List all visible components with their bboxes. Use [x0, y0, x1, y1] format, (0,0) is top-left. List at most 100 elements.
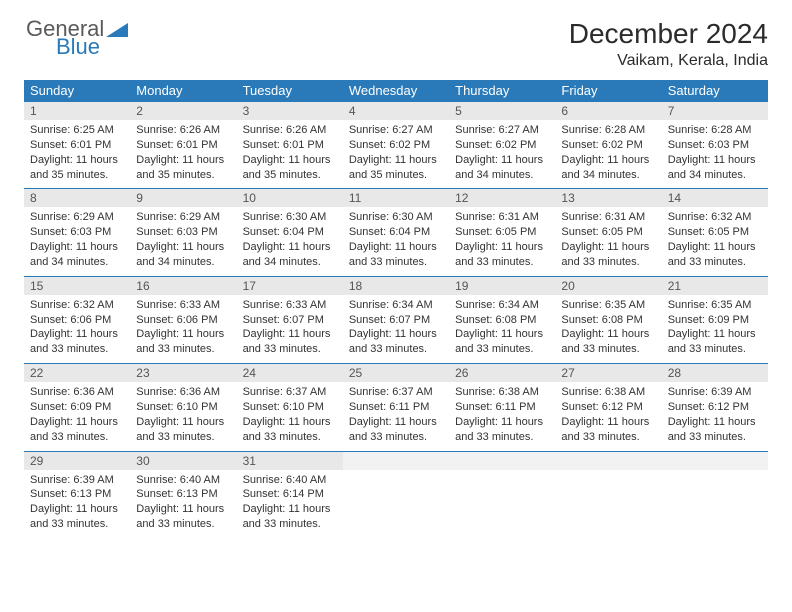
sunrise-text: Sunrise: 6:32 AM — [30, 298, 124, 313]
daylight-line2: and 33 minutes. — [349, 255, 443, 270]
day-number: 7 — [662, 102, 768, 120]
day-details: Sunrise: 6:34 AMSunset: 6:08 PMDaylight:… — [449, 295, 555, 363]
daylight-line2: and 33 minutes. — [349, 342, 443, 357]
day-cell: 18Sunrise: 6:34 AMSunset: 6:07 PMDayligh… — [343, 276, 449, 363]
day-cell: 27Sunrise: 6:38 AMSunset: 6:12 PMDayligh… — [555, 364, 661, 451]
daylight-line1: Daylight: 11 hours — [455, 415, 549, 430]
sunset-text: Sunset: 6:09 PM — [668, 313, 762, 328]
day-number: 18 — [343, 277, 449, 295]
daylight-line2: and 33 minutes. — [30, 517, 124, 532]
sunset-text: Sunset: 6:08 PM — [561, 313, 655, 328]
day-number: 31 — [237, 452, 343, 470]
day-cell — [555, 451, 661, 538]
day-details: Sunrise: 6:38 AMSunset: 6:11 PMDaylight:… — [449, 382, 555, 450]
daylight-line1: Daylight: 11 hours — [668, 240, 762, 255]
day-details: Sunrise: 6:28 AMSunset: 6:02 PMDaylight:… — [555, 120, 661, 188]
daylight-line1: Daylight: 11 hours — [136, 240, 230, 255]
logo: General Blue — [24, 18, 132, 58]
sunset-text: Sunset: 6:02 PM — [455, 138, 549, 153]
day-cell: 15Sunrise: 6:32 AMSunset: 6:06 PMDayligh… — [24, 276, 130, 363]
sunrise-text: Sunrise: 6:36 AM — [136, 385, 230, 400]
sunset-text: Sunset: 6:08 PM — [455, 313, 549, 328]
daylight-line1: Daylight: 11 hours — [561, 240, 655, 255]
sunset-text: Sunset: 6:10 PM — [243, 400, 337, 415]
sunset-text: Sunset: 6:12 PM — [561, 400, 655, 415]
header: General Blue December 2024 Vaikam, Keral… — [24, 18, 768, 70]
location: Vaikam, Kerala, India — [569, 52, 768, 70]
daylight-line2: and 33 minutes. — [136, 342, 230, 357]
day-header: Friday — [555, 80, 661, 102]
daylight-line1: Daylight: 11 hours — [243, 502, 337, 517]
sunset-text: Sunset: 6:07 PM — [243, 313, 337, 328]
day-number: 22 — [24, 364, 130, 382]
day-number: 2 — [130, 102, 236, 120]
day-number: 28 — [662, 364, 768, 382]
daylight-line2: and 33 minutes. — [668, 342, 762, 357]
day-cell: 1Sunrise: 6:25 AMSunset: 6:01 PMDaylight… — [24, 102, 130, 189]
day-details: Sunrise: 6:25 AMSunset: 6:01 PMDaylight:… — [24, 120, 130, 188]
daylight-line2: and 34 minutes. — [136, 255, 230, 270]
day-cell: 6Sunrise: 6:28 AMSunset: 6:02 PMDaylight… — [555, 102, 661, 189]
sunrise-text: Sunrise: 6:36 AM — [30, 385, 124, 400]
daylight-line1: Daylight: 11 hours — [136, 415, 230, 430]
day-cell: 13Sunrise: 6:31 AMSunset: 6:05 PMDayligh… — [555, 189, 661, 276]
sunset-text: Sunset: 6:13 PM — [30, 487, 124, 502]
daylight-line1: Daylight: 11 hours — [136, 327, 230, 342]
daylight-line2: and 33 minutes. — [455, 430, 549, 445]
sunrise-text: Sunrise: 6:31 AM — [455, 210, 549, 225]
day-header: Monday — [130, 80, 236, 102]
sunset-text: Sunset: 6:04 PM — [349, 225, 443, 240]
day-cell: 2Sunrise: 6:26 AMSunset: 6:01 PMDaylight… — [130, 102, 236, 189]
day-cell: 7Sunrise: 6:28 AMSunset: 6:03 PMDaylight… — [662, 102, 768, 189]
sunset-text: Sunset: 6:03 PM — [136, 225, 230, 240]
sunrise-text: Sunrise: 6:28 AM — [561, 123, 655, 138]
sunset-text: Sunset: 6:02 PM — [561, 138, 655, 153]
sunrise-text: Sunrise: 6:27 AM — [349, 123, 443, 138]
daylight-line2: and 33 minutes. — [349, 430, 443, 445]
daylight-line1: Daylight: 11 hours — [243, 153, 337, 168]
day-details: Sunrise: 6:31 AMSunset: 6:05 PMDaylight:… — [555, 207, 661, 275]
day-cell: 24Sunrise: 6:37 AMSunset: 6:10 PMDayligh… — [237, 364, 343, 451]
day-details: Sunrise: 6:31 AMSunset: 6:05 PMDaylight:… — [449, 207, 555, 275]
day-details: Sunrise: 6:33 AMSunset: 6:06 PMDaylight:… — [130, 295, 236, 363]
daylight-line1: Daylight: 11 hours — [136, 502, 230, 517]
sunset-text: Sunset: 6:07 PM — [349, 313, 443, 328]
day-header-row: SundayMondayTuesdayWednesdayThursdayFrid… — [24, 80, 768, 102]
sunrise-text: Sunrise: 6:27 AM — [455, 123, 549, 138]
day-details: Sunrise: 6:33 AMSunset: 6:07 PMDaylight:… — [237, 295, 343, 363]
sunset-text: Sunset: 6:06 PM — [136, 313, 230, 328]
sunset-text: Sunset: 6:09 PM — [30, 400, 124, 415]
day-details: Sunrise: 6:39 AMSunset: 6:13 PMDaylight:… — [24, 470, 130, 538]
day-cell: 19Sunrise: 6:34 AMSunset: 6:08 PMDayligh… — [449, 276, 555, 363]
sunrise-text: Sunrise: 6:39 AM — [668, 385, 762, 400]
day-details: Sunrise: 6:30 AMSunset: 6:04 PMDaylight:… — [343, 207, 449, 275]
day-cell: 20Sunrise: 6:35 AMSunset: 6:08 PMDayligh… — [555, 276, 661, 363]
day-header: Tuesday — [237, 80, 343, 102]
daylight-line2: and 33 minutes. — [243, 517, 337, 532]
daylight-line1: Daylight: 11 hours — [349, 153, 443, 168]
daylight-line1: Daylight: 11 hours — [30, 502, 124, 517]
sunrise-text: Sunrise: 6:35 AM — [561, 298, 655, 313]
day-details: Sunrise: 6:40 AMSunset: 6:13 PMDaylight:… — [130, 470, 236, 538]
day-cell: 11Sunrise: 6:30 AMSunset: 6:04 PMDayligh… — [343, 189, 449, 276]
daylight-line2: and 33 minutes. — [136, 517, 230, 532]
sunrise-text: Sunrise: 6:30 AM — [243, 210, 337, 225]
daylight-line2: and 34 minutes. — [30, 255, 124, 270]
sunrise-text: Sunrise: 6:33 AM — [136, 298, 230, 313]
day-number: 6 — [555, 102, 661, 120]
day-number: 29 — [24, 452, 130, 470]
daylight-line1: Daylight: 11 hours — [561, 153, 655, 168]
day-details: Sunrise: 6:34 AMSunset: 6:07 PMDaylight:… — [343, 295, 449, 363]
day-cell — [662, 451, 768, 538]
day-cell: 21Sunrise: 6:35 AMSunset: 6:09 PMDayligh… — [662, 276, 768, 363]
day-number: 11 — [343, 189, 449, 207]
day-details: Sunrise: 6:35 AMSunset: 6:09 PMDaylight:… — [662, 295, 768, 363]
daylight-line2: and 33 minutes. — [561, 430, 655, 445]
day-details: Sunrise: 6:36 AMSunset: 6:09 PMDaylight:… — [24, 382, 130, 450]
daylight-line1: Daylight: 11 hours — [136, 153, 230, 168]
sunrise-text: Sunrise: 6:35 AM — [668, 298, 762, 313]
daylight-line2: and 35 minutes. — [243, 168, 337, 183]
sunset-text: Sunset: 6:04 PM — [243, 225, 337, 240]
day-details: Sunrise: 6:32 AMSunset: 6:06 PMDaylight:… — [24, 295, 130, 363]
day-number: 9 — [130, 189, 236, 207]
